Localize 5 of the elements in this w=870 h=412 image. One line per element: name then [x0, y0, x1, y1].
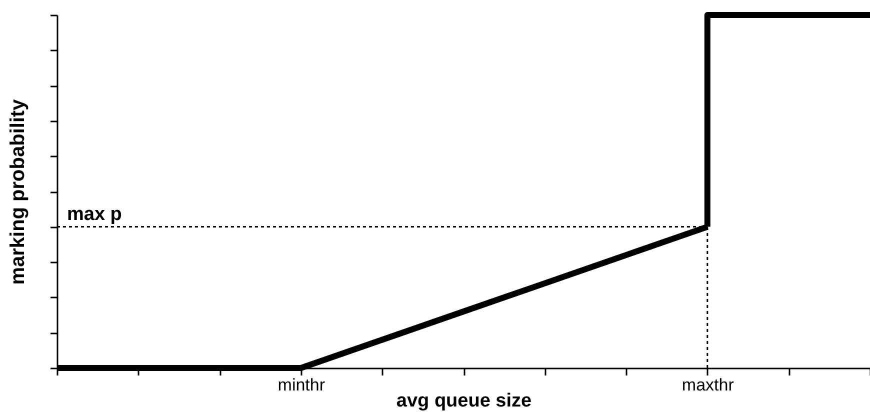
x-axis-title: avg queue size: [396, 390, 532, 412]
x-tick-label: minthr: [278, 376, 326, 394]
x-tick-label: maxthr: [682, 376, 734, 394]
y-axis-title: marking probability: [6, 98, 29, 285]
ref-line-label: max p: [67, 204, 122, 225]
